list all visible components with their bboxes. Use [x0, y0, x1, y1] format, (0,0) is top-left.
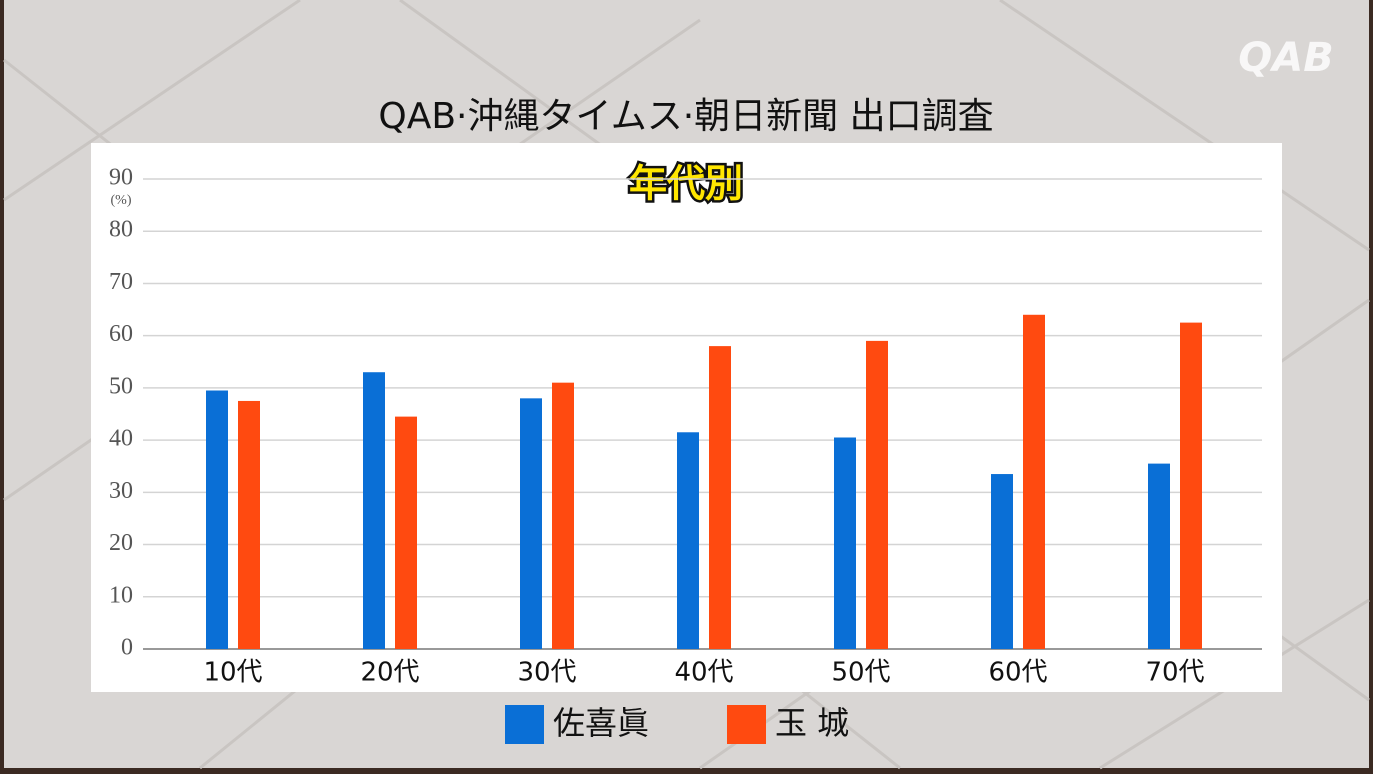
y-tick-label: 50 — [109, 373, 133, 399]
legend-label: 佐喜眞 — [553, 704, 649, 742]
legend-label: 玉 城 — [775, 704, 849, 742]
unit-label: (%) — [111, 193, 132, 208]
x-tick-label: 10代 — [203, 658, 262, 688]
y-tick-label: 10 — [109, 582, 133, 608]
bar — [363, 372, 385, 649]
y-tick-label: 70 — [109, 269, 133, 295]
x-tick-label: 40代 — [674, 658, 733, 688]
x-tick-label: 30代 — [517, 658, 576, 688]
legend-swatch — [727, 705, 766, 744]
bar — [866, 340, 888, 649]
bar — [1148, 463, 1170, 649]
y-tick-label: 80 — [109, 217, 133, 243]
bar — [1023, 314, 1045, 649]
bar — [206, 390, 228, 649]
y-tick-label: 0 — [121, 635, 133, 661]
bar — [677, 432, 699, 649]
chart-subtitle: 年代別 — [629, 162, 743, 206]
x-tick-label: 20代 — [360, 658, 419, 688]
legend-swatch — [505, 705, 544, 744]
y-tick-label: 40 — [109, 426, 133, 452]
logo: QAB — [1238, 35, 1333, 81]
y-tick-label: 90 — [109, 165, 133, 191]
bar — [834, 437, 856, 649]
bar — [395, 416, 417, 649]
chart-title: QAB·沖縄タイムス·朝日新聞 出口調査 — [378, 96, 993, 137]
y-tick-label: 20 — [109, 530, 133, 556]
bar — [520, 398, 542, 649]
bar — [238, 400, 260, 649]
x-tick-label: 50代 — [831, 658, 890, 688]
bar — [552, 382, 574, 649]
y-tick-label: 60 — [109, 321, 133, 347]
bar — [991, 474, 1013, 649]
y-tick-label: 30 — [109, 478, 133, 504]
x-tick-label: 60代 — [988, 658, 1047, 688]
x-tick-label: 70代 — [1145, 658, 1204, 688]
bar — [1180, 322, 1202, 649]
bar — [709, 346, 731, 649]
